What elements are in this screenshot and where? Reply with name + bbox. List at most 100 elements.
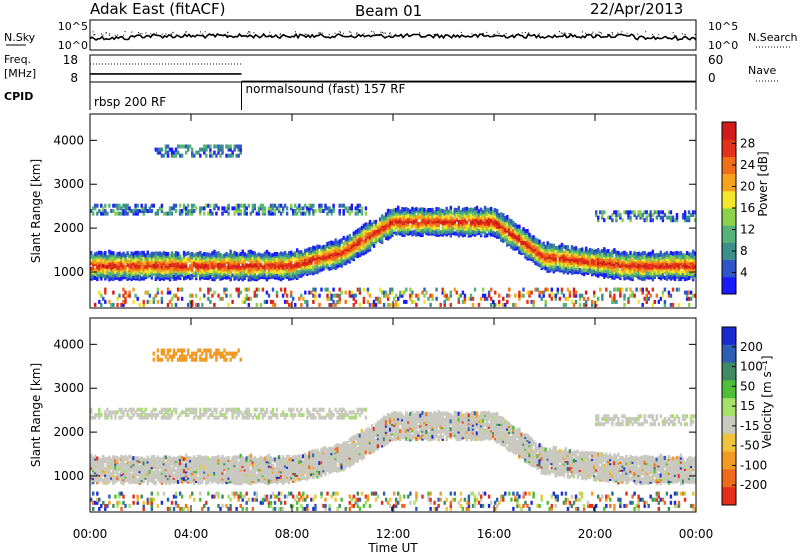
- scatter-cell: [613, 294, 615, 298]
- noise-search-dot: [306, 34, 307, 35]
- scatter-cell: [246, 263, 248, 267]
- scatter-cell: [205, 204, 207, 208]
- scatter-cell: [106, 212, 108, 216]
- scatter-cell: [185, 252, 187, 256]
- scatter-cell: [296, 248, 298, 252]
- noise-search-dot: [585, 33, 586, 34]
- noise-search-dot: [389, 33, 390, 34]
- scatter-cell: [116, 303, 118, 307]
- scatter-cell: [203, 294, 205, 298]
- scatter-cell: [472, 303, 474, 307]
- scatter-cell: [569, 249, 571, 253]
- scatter-cell: [676, 213, 678, 217]
- scatter-cell: [549, 294, 551, 298]
- scatter-cell: [209, 145, 211, 149]
- scatter-cell: [104, 467, 106, 471]
- scatter-cell: [478, 209, 480, 213]
- scatter-cell: [407, 214, 409, 218]
- scatter-cell: [359, 288, 361, 292]
- scatter-cell: [256, 212, 258, 216]
- noise-search-dot: [109, 33, 110, 34]
- noise-search-dot: [227, 35, 228, 36]
- noise-search-dot: [173, 32, 174, 33]
- scatter-cell: [296, 270, 298, 274]
- scatter-cell: [225, 288, 227, 292]
- scatter-cell: [149, 294, 151, 298]
- noise-search-dot: [400, 34, 401, 35]
- scatter-cell: [137, 495, 139, 499]
- scatter-cell: [650, 264, 652, 268]
- scatter-cell: [143, 300, 145, 304]
- scatter-cell: [341, 291, 343, 295]
- scatter-cell: [175, 251, 177, 255]
- scatter-cell: [345, 300, 347, 304]
- scatter-cell: [124, 254, 126, 258]
- scatter-cell: [296, 262, 298, 266]
- scatter-cell: [585, 291, 587, 295]
- scatter-cell: [670, 251, 672, 255]
- scatter-cell: [171, 303, 173, 307]
- scatter-cell: [145, 254, 147, 258]
- scatter-cell: [326, 256, 328, 260]
- scatter-cell: [498, 223, 500, 227]
- scatter-cell: [417, 294, 419, 298]
- scatter-cell: [92, 212, 94, 216]
- scatter-cell: [122, 495, 124, 499]
- scatter-cell: [595, 210, 597, 214]
- noise-search-dot: [248, 31, 249, 32]
- scatter-cell: [134, 456, 136, 460]
- scatter-cell: [157, 300, 159, 304]
- scatter-cell: [286, 212, 288, 216]
- noise-search-dot: [539, 33, 540, 34]
- scatter-cell: [448, 215, 450, 219]
- scatter-cell: [660, 276, 662, 280]
- scatter-cell: [94, 413, 96, 417]
- scatter-cell: [488, 222, 490, 226]
- scatter-cell: [104, 259, 106, 263]
- noise-search-dot: [493, 34, 494, 35]
- scatter-cell: [266, 300, 268, 304]
- scatter-cell: [579, 258, 581, 262]
- power-ylabel: Slant Range [km]: [29, 159, 43, 263]
- noise-search-dot: [522, 32, 523, 33]
- noise-search-dot: [280, 34, 281, 35]
- noise-search-dot: [595, 34, 596, 35]
- scatter-cell: [145, 291, 147, 295]
- scatter-cell: [458, 206, 460, 210]
- scatter-cell: [688, 303, 690, 307]
- noise-search-dot: [305, 34, 306, 35]
- scatter-cell: [650, 252, 652, 256]
- scatter-cell: [472, 297, 474, 301]
- scatter-cell: [488, 208, 490, 212]
- scatter-cell: [171, 212, 173, 216]
- scatter-cell: [417, 208, 419, 212]
- scatter-cell: [351, 204, 353, 208]
- freq-ytick-top: 18: [63, 53, 78, 67]
- scatter-cell: [474, 288, 476, 292]
- scatter-cell: [387, 303, 389, 307]
- scatter-cell: [276, 206, 278, 210]
- frequency-panel-frame: [90, 55, 696, 82]
- scatter-cell: [128, 504, 130, 508]
- radar-title: Adak East (fitACF): [90, 0, 225, 18]
- date-title: 22/Apr/2013: [590, 0, 683, 18]
- scatter-cell: [417, 222, 419, 226]
- scatter-cell: [132, 501, 134, 505]
- scatter-cell: [611, 254, 613, 258]
- scatter-cell: [545, 300, 547, 304]
- noise-search-dot: [342, 35, 343, 36]
- nave-label: Nave: [748, 64, 776, 77]
- scatter-cell: [508, 288, 510, 292]
- noise-search-dot: [94, 34, 95, 35]
- scatter-cell: [336, 241, 338, 245]
- noise-search-dot: [302, 35, 303, 36]
- scatter-cell: [660, 216, 662, 220]
- scatter-cell: [94, 303, 96, 307]
- scatter-cell: [225, 258, 227, 262]
- scatter-cell: [229, 294, 231, 298]
- noise-search-dot: [131, 32, 132, 33]
- scatter-cell: [141, 495, 143, 499]
- noise-search-dot: [125, 31, 126, 32]
- scatter-cell: [151, 209, 153, 213]
- scatter-cell: [650, 210, 652, 214]
